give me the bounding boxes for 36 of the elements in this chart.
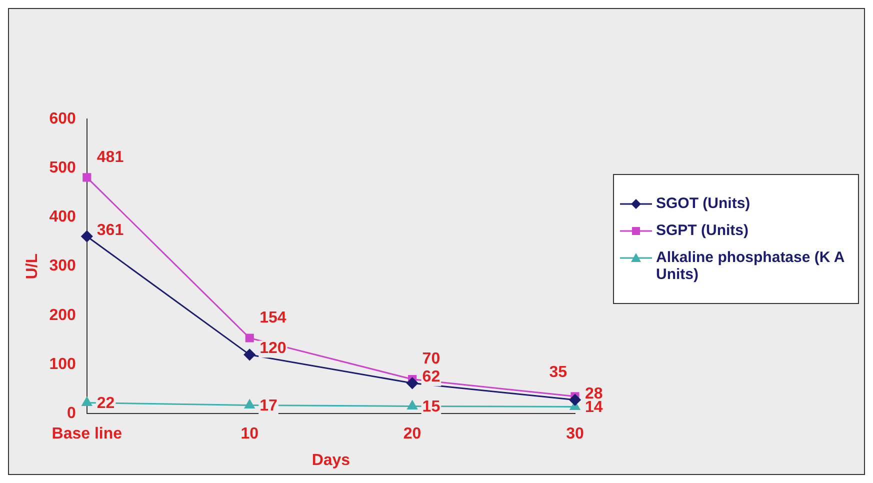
y-axis-title: U/L — [24, 253, 42, 280]
data-label: 361 — [96, 222, 124, 239]
point — [82, 397, 92, 406]
y-tick-label: 0 — [66, 405, 76, 422]
legend-label: SGOT (Units) — [656, 195, 750, 212]
data-label: 120 — [260, 340, 286, 358]
data-label: 154 — [260, 309, 286, 326]
point — [407, 400, 418, 410]
point — [569, 394, 581, 406]
point — [244, 400, 255, 409]
data-label: 15 — [422, 398, 440, 416]
data-label: 70 — [422, 350, 440, 368]
data-label: 62 — [422, 368, 440, 386]
legend-label: Alkaline phosphatase (K A Units) — [656, 249, 846, 283]
data-label: 481 — [96, 148, 124, 166]
x-tick-label: 20 — [403, 426, 422, 443]
y-tick-label: 600 — [49, 110, 76, 128]
data-label: 22 — [96, 395, 115, 412]
x-tick-label: 30 — [566, 426, 584, 443]
y-tick-label: 500 — [49, 160, 76, 177]
x-tick-label: Base line — [52, 426, 122, 443]
y-tick-label: 400 — [49, 208, 76, 226]
y-tick-label: 200 — [49, 306, 76, 324]
point — [82, 173, 92, 182]
point — [244, 348, 256, 360]
point — [406, 377, 418, 389]
data-label: 35 — [549, 364, 568, 381]
x-axis-title: Days — [312, 452, 350, 469]
y-tick-label: 300 — [49, 258, 76, 275]
data-label: 14 — [585, 399, 603, 416]
point — [81, 230, 93, 242]
y-tick-label: 100 — [49, 356, 76, 373]
legend-label: SGPT (Units) — [656, 222, 748, 239]
data-label: 17 — [260, 398, 278, 415]
point — [245, 334, 254, 342]
x-tick-label: 10 — [240, 426, 259, 443]
